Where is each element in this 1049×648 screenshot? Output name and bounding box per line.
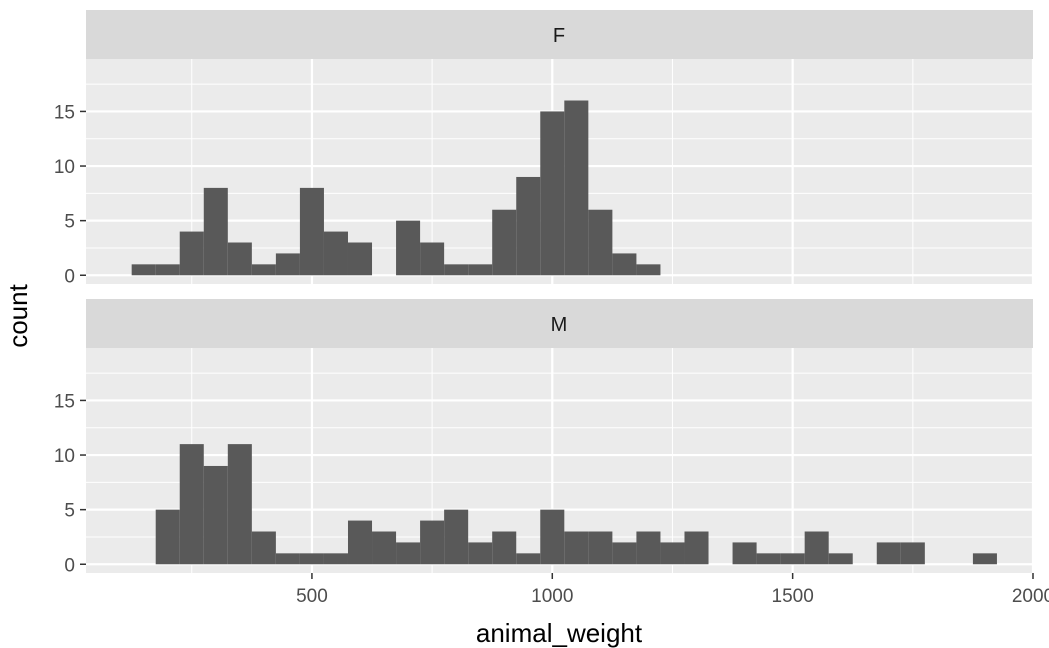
y-tick-label: 15 [54, 102, 75, 123]
y-tick-label: 5 [64, 212, 75, 233]
histogram-bar-f [227, 242, 252, 276]
x-tick-label: 1000 [531, 586, 573, 607]
x-tick-label: 2000 [1012, 586, 1049, 607]
histogram-bar-m [636, 531, 661, 565]
histogram-bar-f [323, 231, 348, 276]
y-tick-label: 10 [54, 446, 75, 467]
histogram-bar-f [420, 242, 445, 276]
histogram-bar-m [900, 542, 925, 565]
histogram-bar-m [516, 553, 541, 565]
y-tick-label: 10 [54, 157, 75, 178]
histogram-bar-m [299, 553, 324, 565]
histogram-bar-f [588, 209, 613, 276]
histogram-bar-f [564, 100, 589, 276]
histogram-bars-f [131, 100, 661, 276]
histogram-bar-m [251, 531, 276, 565]
histogram-bar-m [396, 542, 421, 565]
histogram-bar-m [155, 509, 180, 565]
histogram-bar-f [492, 209, 517, 276]
histogram-bar-m [756, 553, 781, 565]
histogram-bars-m [155, 444, 997, 565]
histogram-bar-m [347, 520, 373, 565]
y-axis-f: 0 5 10 15 [54, 102, 86, 287]
histogram-bar-m [612, 542, 637, 565]
facet-panel-m: M 0 5 10 15 [54, 299, 1035, 576]
x-axis-title: animal_weight [476, 618, 643, 648]
histogram-bar-m [372, 531, 397, 565]
histogram-bar-m [684, 531, 709, 565]
x-tick-label: 500 [296, 586, 328, 607]
y-tick-label: 0 [64, 555, 75, 576]
histogram-bar-m [804, 531, 829, 565]
histogram-bar-f [299, 187, 324, 276]
histogram-bar-m [588, 531, 613, 565]
histogram-bar-m [179, 444, 204, 565]
histogram-bar-m [876, 542, 901, 565]
histogram-bar-m [564, 531, 589, 565]
histogram-bar-f [516, 176, 541, 276]
histogram-bar-f [444, 264, 469, 276]
facet-panel-f: F 0 5 10 15 [54, 10, 1035, 287]
y-tick-label: 0 [64, 266, 75, 287]
histogram-bar-f [396, 220, 421, 276]
y-tick-label: 15 [54, 391, 75, 412]
y-tick-label: 5 [64, 501, 75, 522]
histogram-bar-f [155, 264, 180, 276]
histogram-bar-f [131, 264, 156, 276]
histogram-bar-f [347, 242, 373, 276]
y-axis-m: 0 5 10 15 [54, 391, 86, 576]
histogram-bar-m [492, 531, 517, 565]
histogram-bar-m [420, 520, 445, 565]
histogram-bar-f [612, 253, 637, 276]
histogram-bar-f [540, 111, 565, 276]
histogram-bar-m [732, 542, 757, 565]
histogram-bar-f [203, 187, 228, 276]
facet-strip-label-f: F [553, 25, 565, 47]
facet-strip-label-m: M [551, 314, 568, 336]
facet-strip-f [86, 10, 1033, 59]
histogram-bar-f [275, 253, 300, 276]
histogram-bar-m [660, 542, 685, 565]
histogram-bar-m [828, 553, 853, 565]
histogram-bar-f [636, 264, 661, 276]
histogram-bar-m [275, 553, 300, 565]
histogram-bar-m [203, 465, 228, 565]
histogram-bar-m [323, 553, 348, 565]
histogram-bar-m [468, 542, 493, 565]
y-axis-title: count [3, 283, 33, 347]
histogram-bar-m [780, 553, 805, 565]
facet-strip-m [86, 299, 1033, 348]
x-tick-label: 1500 [772, 586, 814, 607]
histogram-bar-m [540, 509, 565, 565]
histogram-bar-f [251, 264, 276, 276]
histogram-bar-m [227, 444, 252, 565]
histogram-bar-m [444, 509, 469, 565]
histogram-bar-m [972, 553, 997, 565]
x-axis: 500 1000 1500 2000 [296, 573, 1049, 607]
histogram-bar-f [179, 231, 204, 276]
histogram-bar-f [468, 264, 493, 276]
